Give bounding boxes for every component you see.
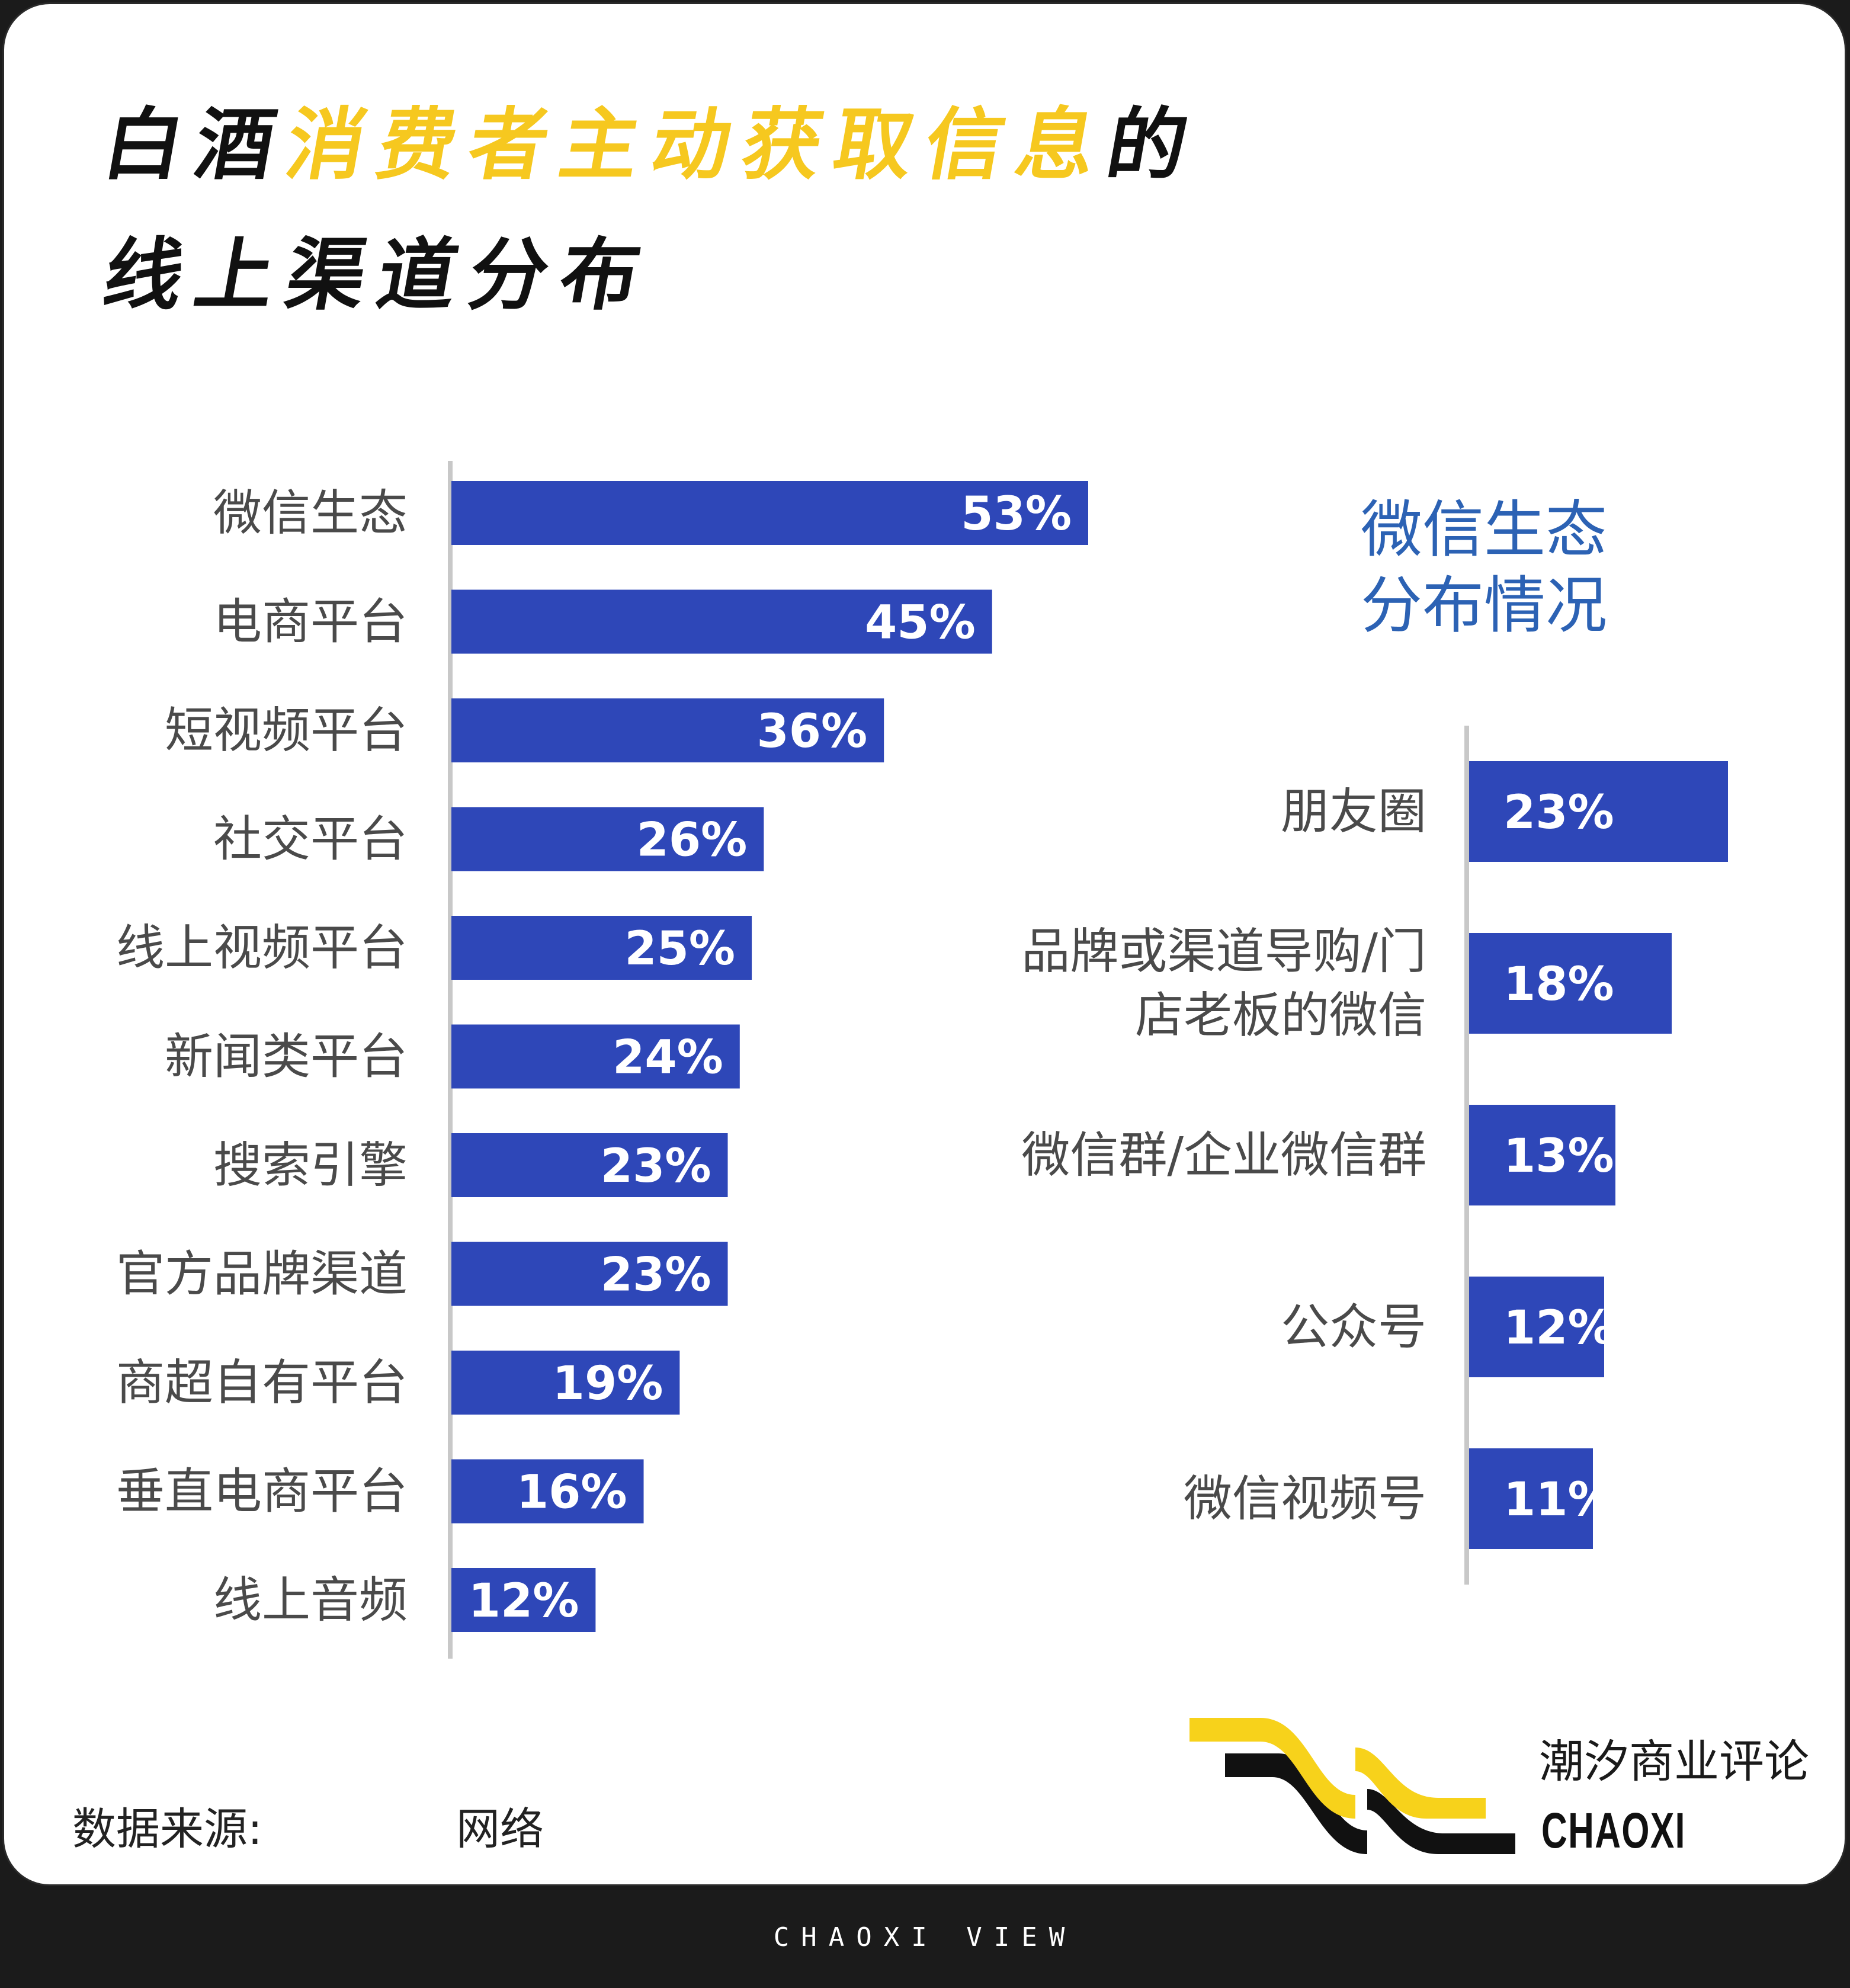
category-label: 公众号 bbox=[1281, 1299, 1426, 1355]
category-label: 品牌或渠道导购/门 bbox=[1021, 924, 1426, 980]
category-label: 官方品牌渠道 bbox=[116, 1246, 408, 1303]
bar bbox=[451, 481, 1088, 545]
category-label: 微信视频号 bbox=[1184, 1471, 1426, 1527]
category-label: 线上音频 bbox=[213, 1572, 408, 1628]
bar bbox=[451, 807, 764, 871]
category-label: 微信群/企业微信群 bbox=[1021, 1127, 1426, 1184]
value-label: 19% bbox=[553, 1357, 663, 1410]
category-label: 社交平台 bbox=[213, 812, 408, 868]
subchart-title-line: 微信生态 bbox=[1361, 493, 1607, 566]
value-label: 36% bbox=[756, 705, 867, 758]
value-label: 23% bbox=[601, 1140, 711, 1193]
bar bbox=[451, 1133, 728, 1197]
value-label: 16% bbox=[517, 1466, 627, 1519]
bar bbox=[451, 916, 752, 980]
category-label: 商超自有平台 bbox=[116, 1355, 408, 1411]
value-label: 53% bbox=[961, 488, 1072, 541]
value-label: 13% bbox=[1503, 1130, 1614, 1183]
category-label: 电商平台 bbox=[213, 594, 408, 650]
bar bbox=[1469, 1277, 1604, 1377]
category-label: 微信生态 bbox=[213, 485, 408, 541]
bar bbox=[451, 1024, 740, 1089]
footer-tagline: CHAOXI VIEW bbox=[773, 1922, 1077, 1952]
category-label: 短视频平台 bbox=[165, 703, 408, 759]
source-label: 数据来源: bbox=[72, 1804, 262, 1855]
value-label: 25% bbox=[624, 922, 735, 976]
bar bbox=[451, 1459, 644, 1524]
category-label: 垂直电商平台 bbox=[116, 1464, 408, 1520]
bar bbox=[1469, 933, 1672, 1034]
brand-name: 潮汐商业评论 bbox=[1539, 1735, 1809, 1788]
value-label: 23% bbox=[601, 1249, 711, 1302]
value-label: 23% bbox=[1503, 786, 1614, 839]
bar bbox=[451, 1351, 680, 1415]
value-label: 18% bbox=[1503, 958, 1614, 1011]
category-label: 新闻类平台 bbox=[165, 1029, 408, 1085]
bar bbox=[451, 1568, 596, 1632]
category-label: 店老板的微信 bbox=[1135, 987, 1426, 1044]
bar bbox=[1469, 1448, 1593, 1549]
bar bbox=[451, 589, 992, 654]
bar bbox=[1469, 761, 1728, 862]
value-label: 24% bbox=[613, 1031, 723, 1085]
value-label: 45% bbox=[865, 597, 976, 650]
bar bbox=[451, 698, 884, 762]
value-label: 12% bbox=[469, 1575, 579, 1628]
main-bar-chart: 53% 微信生态 45% 电商平台 36% 短视频平台 26% 社交平台 25% 线上视频平台 24… bbox=[116, 461, 1088, 1659]
bar bbox=[1469, 1105, 1615, 1205]
source-value: 网络 bbox=[456, 1804, 544, 1855]
value-label: 26% bbox=[637, 814, 748, 867]
bar bbox=[451, 1242, 728, 1306]
subchart-title-line: 分布情况 bbox=[1361, 569, 1607, 642]
value-label: 12% bbox=[1503, 1301, 1614, 1355]
category-label: 线上视频平台 bbox=[116, 920, 408, 976]
category-label: 搜索引擎 bbox=[213, 1137, 408, 1194]
brand-latin-logo: CHAOXI bbox=[1541, 1803, 1686, 1858]
category-label: 朋友圈 bbox=[1281, 784, 1426, 840]
chaoxi-logo-icon bbox=[1189, 1718, 1515, 1854]
value-label: 11% bbox=[1503, 1473, 1614, 1527]
